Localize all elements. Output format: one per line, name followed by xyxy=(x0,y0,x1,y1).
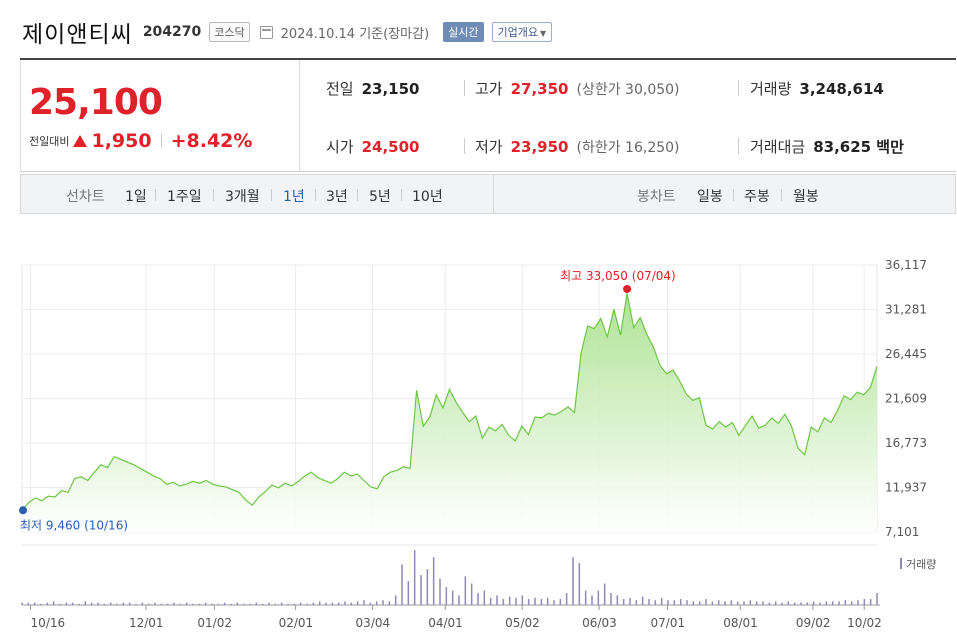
volume-stat: 거래량 3,248,614 xyxy=(750,78,884,99)
tab-divider xyxy=(401,189,402,201)
x-tick-label: 10/16 xyxy=(31,616,66,630)
calendar-icon xyxy=(259,25,273,39)
open-value: 24,500 xyxy=(361,138,420,156)
base-date: 2024.10.14 기준(장마감) xyxy=(280,26,430,42)
open-stat: 시가 24,500 xyxy=(326,136,420,157)
low-value: 23,950 xyxy=(510,138,569,156)
tab-5years[interactable]: 5년 xyxy=(369,189,391,205)
tab-3months[interactable]: 3개월 xyxy=(225,189,260,205)
tab-3years[interactable]: 3년 xyxy=(326,189,348,205)
x-tick-label: 10/02 xyxy=(847,616,882,630)
x-tick-label: 05/02 xyxy=(505,616,540,630)
change-amount: 1,950 xyxy=(91,130,152,152)
y-tick-label: 7,101 xyxy=(885,525,919,539)
tab-daily-candle[interactable]: 일봉 xyxy=(697,189,723,205)
prev-close-label: 전일 xyxy=(326,80,354,98)
low-label: 저가 xyxy=(475,138,503,156)
tab-divider xyxy=(781,189,782,201)
chevron-down-icon: ▼ xyxy=(540,29,547,38)
upper-limit: (상한가 30,050) xyxy=(576,82,680,98)
open-label: 시가 xyxy=(326,138,354,156)
amount-stat: 거래대금 83,625 백만 xyxy=(750,136,904,157)
y-tick-label: 21,609 xyxy=(885,392,927,406)
change-label: 전일대비 xyxy=(29,135,70,148)
x-tick-label: 06/03 xyxy=(582,616,617,630)
candle-chart-label: 봉차트 xyxy=(637,189,676,205)
stock-code: 204270 xyxy=(142,24,202,40)
y-tick-label: 11,937 xyxy=(885,481,927,495)
price-area xyxy=(22,293,877,532)
volume-label: 거래량 xyxy=(750,80,792,98)
stat-divider xyxy=(738,138,739,154)
volume-legend-swatch xyxy=(900,558,902,569)
x-tick-label: 12/01 xyxy=(129,616,164,630)
lower-limit: (하한가 16,250) xyxy=(576,140,680,156)
current-price-panel: 25,100 전일대비 1,950 +8.42% xyxy=(20,60,300,172)
price-line xyxy=(21,293,878,511)
company-name: 제이앤티씨 xyxy=(22,22,133,48)
high-value: 27,350 xyxy=(510,80,569,98)
price-chart-svg: 36,117 31,281 26,445 21,609 16,773 11,937 7,10… xyxy=(19,258,936,630)
low-stat: 저가 23,950 (하한가 16,250) xyxy=(475,136,680,157)
amount-label: 거래대금 xyxy=(750,138,806,156)
line-chart-label: 선차트 xyxy=(66,189,105,205)
stat-divider xyxy=(464,138,465,154)
tab-weekly-candle[interactable]: 주봉 xyxy=(744,189,770,205)
stock-header: 제이앤티씨 204270 코스닥 2024.10.14 기준(장마감) 실시간 … xyxy=(22,14,553,50)
y-tick-label: 16,773 xyxy=(885,436,927,450)
high-stat: 고가 27,350 (상한가 30,050) xyxy=(475,78,680,99)
tab-1year[interactable]: 1년 xyxy=(283,189,305,205)
tab-1week[interactable]: 1주일 xyxy=(167,189,202,205)
market-badge: 코스닥 xyxy=(209,22,250,42)
tab-monthly-candle[interactable]: 월봉 xyxy=(793,189,819,205)
x-tick-label: 08/01 xyxy=(723,616,758,630)
chart-markers: 최고 33,050 (07/04) 최저 9,460 (10/16) xyxy=(19,269,676,532)
stat-divider xyxy=(738,80,739,96)
x-tick-label: 07/01 xyxy=(651,616,686,630)
max-label: 최고 33,050 (07/04) xyxy=(560,269,676,283)
x-tick-label: 04/01 xyxy=(428,616,463,630)
up-triangle-icon xyxy=(73,135,88,147)
high-label: 고가 xyxy=(475,80,503,98)
y-axis-labels: 36,117 31,281 26,445 21,609 16,773 11,937 7,10… xyxy=(885,258,927,539)
volume-value: 3,248,614 xyxy=(799,80,884,98)
tab-divider xyxy=(315,189,316,201)
company-info-dropdown[interactable]: 기업개요 ▼ xyxy=(491,22,553,42)
x-tick-label: 01/02 xyxy=(197,616,232,630)
min-label: 최저 9,460 (10/16) xyxy=(20,518,128,532)
x-tick-label: 03/04 xyxy=(356,616,391,630)
price-chart[interactable]: 36,117 31,281 26,445 21,609 16,773 11,937 7,10… xyxy=(0,215,957,639)
change-row: 전일대비 1,950 +8.42% xyxy=(29,130,252,152)
y-tick-label: 26,445 xyxy=(885,347,927,361)
tab-group-divider xyxy=(493,175,494,213)
x-axis-labels: 10/16 12/01 01/02 02/01 03/04 04/01 05/02 06/03… xyxy=(31,616,882,630)
change-percent: +8.42% xyxy=(170,130,253,152)
current-price: 25,100 xyxy=(29,82,163,123)
x-tick-label: 09/02 xyxy=(796,616,831,630)
tab-divider xyxy=(733,189,734,201)
y-tick-label: 36,117 xyxy=(885,258,927,272)
change-divider xyxy=(160,134,162,148)
volume-bars: 거래량 xyxy=(21,550,936,605)
y-tick-label: 31,281 xyxy=(885,303,927,317)
stat-divider xyxy=(464,80,465,96)
tab-divider xyxy=(155,189,156,201)
tab-divider xyxy=(213,189,214,201)
prev-close-value: 23,150 xyxy=(361,80,420,98)
tab-1day[interactable]: 1일 xyxy=(125,189,147,205)
chart-period-tabs: 선차트 1일 1주일 3개월 1년 3년 5년 10년 봉차트 일봉 주봉 월봉 xyxy=(20,174,956,214)
tab-divider xyxy=(357,189,358,201)
price-summary: 25,100 전일대비 1,950 +8.42% 전일 23,150 고가 27… xyxy=(20,58,956,172)
x-tick-label: 02/01 xyxy=(279,616,314,630)
realtime-button[interactable]: 실시간 xyxy=(443,22,484,42)
min-point-marker xyxy=(19,506,27,515)
company-info-label: 기업개요 xyxy=(497,26,539,39)
volume-legend-label: 거래량 xyxy=(906,558,936,571)
max-point-marker xyxy=(623,285,632,293)
prev-close-stat: 전일 23,150 xyxy=(326,78,420,99)
amount-value: 83,625 백만 xyxy=(813,138,904,156)
tab-10years[interactable]: 10년 xyxy=(412,189,443,205)
tab-divider xyxy=(271,189,272,201)
